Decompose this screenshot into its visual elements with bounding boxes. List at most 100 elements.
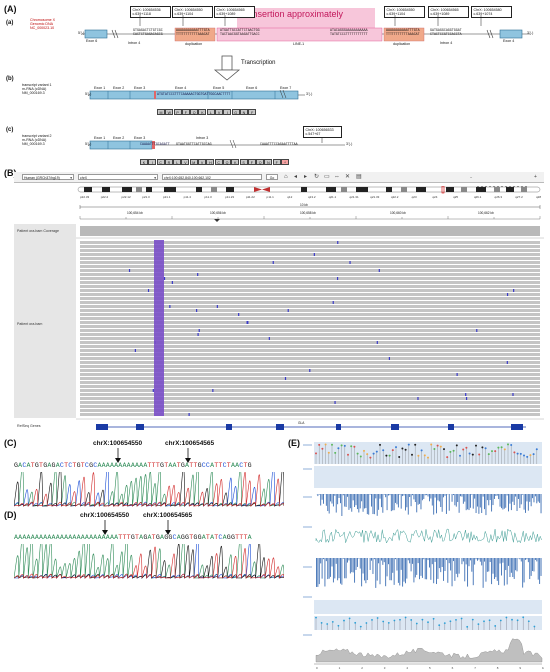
subpanel-b-label: (b) [6, 76, 14, 82]
zoom-in-icon[interactable]: + [534, 173, 537, 180]
e-bar [515, 558, 517, 571]
cytoband-label: q13.2 [308, 195, 316, 199]
e-bar [406, 494, 408, 508]
e-bar [413, 494, 415, 500]
e-bar [395, 558, 396, 560]
e-bar [454, 494, 456, 506]
e-lollipop [331, 620, 334, 623]
cytoband-label: q23 [412, 195, 417, 199]
read-indel [506, 293, 509, 296]
e-bar [458, 558, 460, 574]
e-bar [437, 494, 439, 501]
e-bar [400, 494, 402, 509]
cytoband-label: p11.3 [204, 195, 212, 199]
locus-input[interactable]: chrX:100,652,840-100,662,102 [162, 174, 262, 180]
e-bar [478, 494, 480, 514]
e-lollipop [487, 453, 490, 456]
zoom-out-icon[interactable]: − [470, 174, 473, 180]
tv2-info: transcript variant 2 m-RNA (cDNA) NM_000… [22, 134, 52, 147]
read-row [80, 357, 540, 360]
e-bar [443, 558, 445, 581]
e-lollipop [393, 619, 396, 622]
e-bar [385, 494, 387, 498]
e-lollipop [407, 443, 410, 446]
zoom-slider[interactable] [477, 176, 532, 189]
forward-icon[interactable]: ▸ [304, 173, 308, 180]
e-bar [458, 494, 460, 513]
locus-accession: NC_000023.10 [30, 26, 55, 31]
e-bar [469, 494, 471, 508]
tv2-seq-1: CAAAATTTGCAGATT [140, 142, 170, 146]
e-bar [431, 558, 433, 565]
read-indel [188, 413, 190, 416]
e-bar [359, 494, 361, 509]
read-indel [456, 373, 458, 376]
go-button[interactable]: Go [266, 174, 278, 180]
panel-a-diagram [82, 15, 530, 150]
e-bar [378, 558, 380, 564]
e-bar [404, 494, 406, 511]
e-bar [533, 558, 535, 572]
region-icon[interactable]: ▭ [324, 173, 330, 180]
e-bar [410, 494, 412, 507]
amino-acid: M [157, 109, 165, 115]
read-indel [334, 401, 336, 404]
e-bar [433, 494, 435, 515]
e-line [315, 528, 542, 544]
e-bar [530, 558, 532, 576]
read-indel [198, 329, 200, 332]
label-exon4: Exon 4 [503, 39, 515, 43]
label-exon6: Exon 6 [86, 39, 98, 43]
e-bar [409, 494, 411, 498]
e-bar [475, 558, 477, 560]
e-lollipop [513, 451, 516, 454]
cytoband-label: q26.3 [495, 195, 503, 199]
read-indel [378, 269, 380, 272]
e-bar [465, 494, 467, 511]
home-icon[interactable]: ⌂ [284, 173, 288, 180]
gene-label: GLA [298, 421, 305, 425]
e-bar [533, 494, 535, 503]
e-bar [482, 494, 484, 497]
e-bar [389, 558, 391, 581]
e-lollipop [337, 447, 340, 450]
e-bar [382, 558, 384, 565]
e-bar [440, 558, 442, 573]
e-bar [402, 494, 404, 497]
read-indel [196, 309, 198, 312]
cytoband-label: p11.4 [184, 195, 192, 199]
alignment-view[interactable] [76, 224, 544, 436]
e-axis-tick: 6 [452, 666, 454, 670]
read-indel [147, 289, 150, 292]
cytoband-label: p21.1 [163, 195, 171, 199]
close-icon[interactable]: ✕ [345, 173, 351, 180]
e-bar [485, 494, 487, 516]
read-indel [417, 397, 419, 400]
ruler-tick-4: 100,660 kb [390, 211, 406, 215]
tv2-intron-3: Intron 3 [196, 136, 209, 140]
e-bar [467, 494, 469, 510]
e-lollipop [315, 616, 317, 619]
genome-select[interactable]: Human (GRCh37/hg19) ▾ [22, 174, 74, 180]
chromosome-select[interactable]: chrX ▾ [78, 174, 158, 180]
e-bar [361, 558, 363, 587]
bam-track-label[interactable]: Patient ora.bam [17, 322, 43, 326]
e-bar [496, 494, 498, 496]
e-bar [461, 558, 463, 565]
label-dup-right: duplication [393, 42, 411, 46]
e-bar [420, 494, 422, 510]
e-bar [495, 558, 497, 578]
e-bar [421, 494, 423, 501]
popup-icon[interactable]: ▤ [356, 173, 362, 180]
e-bar [505, 494, 507, 508]
e-bar [433, 558, 435, 584]
refresh-icon[interactable]: ↻ [314, 173, 320, 180]
e-lollipop [315, 452, 317, 455]
e-bar [416, 558, 418, 575]
coverage-track-label[interactable]: Patient ora.bam Coverage [17, 229, 59, 233]
refseq-track-label[interactable]: RefSeq Genes [17, 424, 41, 428]
igv-toolbar: Human (GRCh37/hg19) ▾ chrX ▾ chrX:100,652,… [14, 172, 544, 189]
back-icon[interactable]: ◂ [294, 173, 298, 180]
e-bar [464, 494, 466, 502]
resize-icon[interactable]: ⇔ [334, 173, 340, 180]
